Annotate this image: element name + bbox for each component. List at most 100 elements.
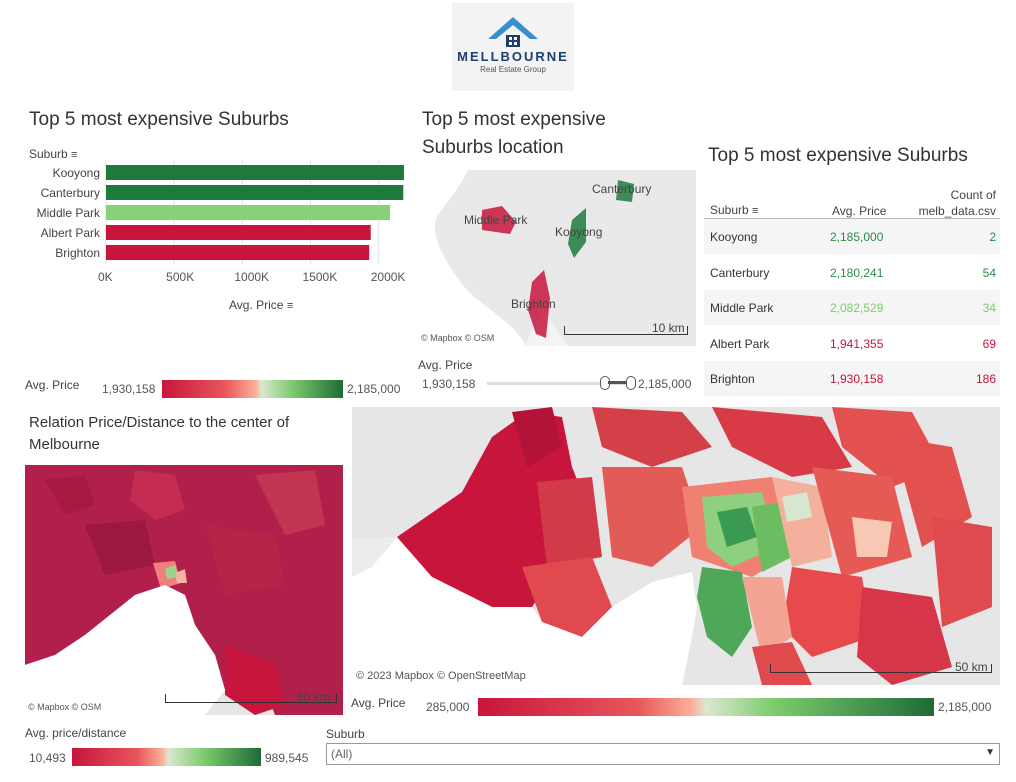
house-icon bbox=[488, 17, 538, 47]
price-filter-min: 1,930,158 bbox=[422, 377, 476, 391]
suburb-price-map-canvas bbox=[352, 407, 992, 685]
table-cell-count: 2 bbox=[989, 230, 996, 244]
map-scale-label: 10 km bbox=[652, 321, 685, 335]
avg-price-legend-max: 2,185,000 bbox=[347, 382, 401, 396]
table-cell-price: 1,941,355 bbox=[830, 336, 884, 351]
table-cell-count: 69 bbox=[982, 336, 996, 351]
table-header-count-line1: Count of bbox=[950, 188, 996, 202]
table-header-divider bbox=[704, 218, 1000, 219]
table-header-count-line2: melb_data.csv bbox=[918, 204, 996, 218]
price-range-slider-handle-max[interactable] bbox=[626, 376, 636, 390]
table-row[interactable]: Kooyong 2,185,000 2 bbox=[704, 219, 1000, 254]
bar-chart-title: Top 5 most expensive Suburbs bbox=[29, 109, 289, 130]
table-cell-count: 34 bbox=[982, 301, 996, 316]
table-header-suburb[interactable]: Suburb ≡ bbox=[710, 203, 758, 217]
table-cell-suburb: Brighton bbox=[710, 372, 755, 387]
avg-price-legend-bottom-label: Avg. Price bbox=[351, 696, 406, 710]
bar-middle-park[interactable] bbox=[106, 205, 390, 220]
relation-map-credit: © Mapbox © OSM bbox=[28, 702, 102, 712]
bar-category-label: Albert Park bbox=[41, 226, 101, 240]
price-distance-legend-max: 989,545 bbox=[265, 751, 309, 765]
relation-scale-label: 50 km bbox=[297, 690, 330, 704]
location-title-line2: Suburbs location bbox=[422, 137, 564, 158]
suburb-price-map[interactable]: 50 km © 2023 Mapbox © OpenStreetMap bbox=[352, 407, 1000, 685]
table-row[interactable]: Canterbury 2,180,241 54 bbox=[704, 254, 1000, 290]
price-range-slider-selected bbox=[608, 381, 628, 384]
price-filter-max: 2,185,000 bbox=[638, 377, 692, 391]
table-cell-suburb: Middle Park bbox=[710, 301, 774, 316]
bar-x-tick: 1000K bbox=[234, 270, 270, 284]
relation-map[interactable]: 50 km © Mapbox © OSM bbox=[25, 465, 343, 715]
map-label-middle-park: Middle Park bbox=[464, 213, 528, 227]
price-distance-legend-label: Avg. price/distance bbox=[25, 726, 127, 740]
big-map-scale-label: 50 km bbox=[955, 660, 988, 674]
sort-icon[interactable]: ≡ bbox=[286, 300, 294, 312]
table-cell-suburb: Kooyong bbox=[710, 230, 758, 244]
price-distance-legend-min: 10,493 bbox=[29, 751, 66, 765]
map-label-canterbury: Canterbury bbox=[592, 182, 652, 196]
table-cell-count: 54 bbox=[982, 265, 996, 280]
bar-category-label: Canterbury bbox=[41, 186, 100, 200]
table-title: Top 5 most expensive Suburbs bbox=[708, 145, 968, 166]
suburb-filter-value: (All) bbox=[331, 747, 353, 761]
suburb-dimension-header[interactable]: Suburb ≡ bbox=[29, 147, 77, 161]
relation-title-line1: Relation Price/Distance to the center of bbox=[29, 414, 290, 431]
avg-price-axis-label: Avg. Price bbox=[229, 298, 284, 312]
table-cell-price: 1,930,158 bbox=[830, 372, 884, 387]
location-map[interactable]: Canterbury Middle Park Kooyong Brighton … bbox=[418, 170, 696, 346]
map-scale-bar bbox=[564, 326, 688, 335]
relation-scale-bar bbox=[165, 694, 337, 703]
bar-x-tick: 1500K bbox=[302, 270, 338, 284]
map-label-kooyong: Kooyong bbox=[555, 225, 603, 239]
suburb-filter-dropdown[interactable]: (All) ▼ bbox=[326, 743, 1000, 765]
bar-category-label: Kooyong bbox=[53, 166, 100, 180]
table-cell-price: 2,180,241 bbox=[830, 265, 884, 280]
map-credit: © Mapbox © OSM bbox=[421, 333, 495, 343]
table-cell-suburb: Albert Park bbox=[710, 336, 770, 351]
bar-x-tick: 2000K bbox=[370, 270, 406, 284]
sort-icon[interactable]: ≡ bbox=[71, 149, 78, 161]
top5-table-body: Kooyong 2,185,000 2 Canterbury 2,180,241 54 Mi… bbox=[704, 219, 1000, 397]
location-map-canvas bbox=[418, 170, 634, 346]
price-range-slider-track[interactable] bbox=[487, 382, 633, 385]
table-header-price: Avg. Price bbox=[832, 204, 887, 218]
bar-category-label: Middle Park bbox=[37, 206, 101, 220]
company-logo: MELLBOURNE Real Estate Group bbox=[452, 3, 574, 91]
bar-brighton[interactable] bbox=[106, 245, 370, 260]
table-row[interactable]: Albert Park 1,941,355 69 bbox=[704, 325, 1000, 361]
bar-kooyong[interactable] bbox=[106, 165, 404, 180]
bar-chart: Kooyong Canterbury Middle Park Albert Park B… bbox=[37, 160, 404, 265]
location-title-line1: Top 5 most expensive bbox=[422, 109, 606, 130]
big-map-scale-bar bbox=[770, 664, 992, 673]
table-cell-price: 2,185,000 bbox=[830, 230, 884, 244]
chevron-down-icon[interactable]: ▼ bbox=[985, 747, 995, 758]
logo-wordmark: MELLBOURNE bbox=[457, 49, 569, 64]
relation-map-canvas bbox=[25, 465, 343, 715]
table-cell-price: 2,082,529 bbox=[830, 301, 884, 316]
sort-icon[interactable]: ≡ bbox=[752, 205, 759, 217]
avg-price-legend-bottom-gradient bbox=[478, 698, 934, 716]
avg-price-axis-header[interactable]: Avg. Price ≡ bbox=[229, 298, 293, 312]
table-row[interactable]: Brighton 1,930,158 186 bbox=[704, 361, 1000, 397]
avg-price-legend-label: Avg. Price bbox=[25, 378, 80, 392]
bar-x-tick: 500K bbox=[166, 270, 195, 284]
bar-canterbury[interactable] bbox=[106, 185, 404, 200]
avg-price-legend-min: 1,930,158 bbox=[102, 382, 156, 396]
logo-tagline: Real Estate Group bbox=[480, 65, 546, 74]
price-filter-label: Avg. Price bbox=[418, 358, 473, 372]
suburb-header-label: Suburb bbox=[29, 147, 68, 161]
table-row[interactable]: Middle Park 2,082,529 34 bbox=[704, 290, 1000, 326]
relation-title-line2: Melbourne bbox=[29, 436, 100, 453]
table-cell-suburb: Canterbury bbox=[710, 265, 770, 280]
price-distance-legend-gradient bbox=[72, 748, 261, 766]
bar-x-axis: 0K 500K 1000K 1500K 2000K bbox=[28, 270, 408, 290]
big-map-credit: © 2023 Mapbox © OpenStreetMap bbox=[356, 670, 526, 682]
avg-price-legend-bottom-max: 2,185,000 bbox=[938, 700, 992, 714]
bar-category-label: Brighton bbox=[55, 246, 100, 260]
bar-x-tick: 0K bbox=[98, 270, 113, 284]
avg-price-legend-gradient bbox=[162, 380, 343, 398]
avg-price-legend-bottom-min: 285,000 bbox=[426, 700, 470, 714]
bar-albert-park[interactable] bbox=[106, 225, 371, 240]
suburb-filter-label: Suburb bbox=[326, 727, 365, 741]
table-header-suburb-label: Suburb bbox=[710, 203, 749, 217]
